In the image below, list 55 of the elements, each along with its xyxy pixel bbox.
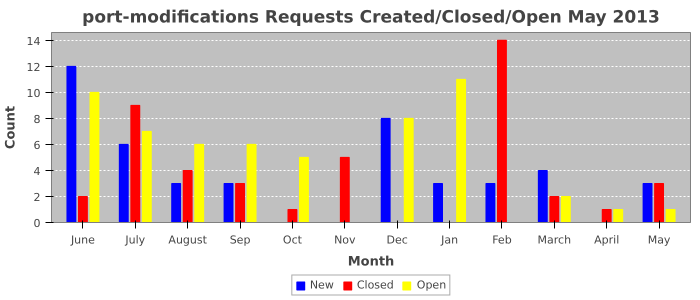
- bar: [456, 78, 466, 222]
- bar: [235, 182, 246, 222]
- y-tick-label: 6: [34, 138, 40, 152]
- bar: [340, 156, 350, 222]
- bar: [287, 208, 298, 222]
- bar: [654, 182, 664, 222]
- bar: [299, 156, 309, 222]
- bar: [78, 196, 88, 222]
- y-tick-label: 2: [34, 190, 40, 204]
- x-tick-label: Dec: [386, 234, 408, 246]
- bar: [89, 92, 100, 222]
- bar: [549, 196, 560, 222]
- y-tick-label: 8: [34, 112, 40, 126]
- chart-title: port-modifications Requests Created/Closed/Open May 2013: [82, 8, 660, 28]
- x-tick-label: Jan: [440, 234, 458, 246]
- bar: [246, 144, 257, 222]
- x-tick-label: Feb: [492, 234, 512, 246]
- bar: [602, 208, 612, 222]
- bar: [380, 118, 391, 222]
- x-tick-label: March: [538, 234, 572, 246]
- x-tick-label: June: [70, 234, 96, 246]
- y-tick-label: 14: [26, 34, 41, 48]
- bar: [538, 170, 548, 222]
- x-tick-label: July: [124, 234, 146, 246]
- bar: [433, 182, 443, 222]
- bar: [642, 182, 653, 222]
- x-tick-label: May: [648, 234, 671, 246]
- x-tick-label: Sep: [230, 234, 250, 246]
- bar: [496, 40, 507, 222]
- y-tick-label: 12: [26, 60, 41, 74]
- bar: [194, 144, 204, 222]
- legend-label: Closed: [356, 278, 394, 292]
- bar: [485, 182, 496, 222]
- legend-label: Open: [416, 278, 446, 292]
- bar: [404, 118, 414, 222]
- x-tick-label: April: [594, 234, 620, 246]
- y-tick-label: 4: [34, 164, 40, 178]
- bar: [224, 182, 234, 222]
- bar: [182, 170, 193, 222]
- bar: [171, 182, 182, 222]
- legend-label: New: [310, 278, 334, 292]
- y-axis-title: Count: [4, 106, 19, 150]
- bar: [130, 104, 140, 222]
- bar: [666, 208, 676, 222]
- bar: [613, 208, 624, 222]
- bar: [66, 66, 76, 222]
- x-tick-label: Nov: [334, 234, 356, 246]
- y-tick-label: 0: [34, 217, 40, 230]
- y-tick-label: 10: [26, 86, 41, 100]
- bar: [560, 196, 571, 222]
- bar: [142, 130, 152, 222]
- x-tick-label: August: [168, 234, 208, 246]
- x-tick-label: Oct: [282, 234, 303, 246]
- x-axis-title: Month: [348, 254, 394, 270]
- bar: [118, 144, 129, 222]
